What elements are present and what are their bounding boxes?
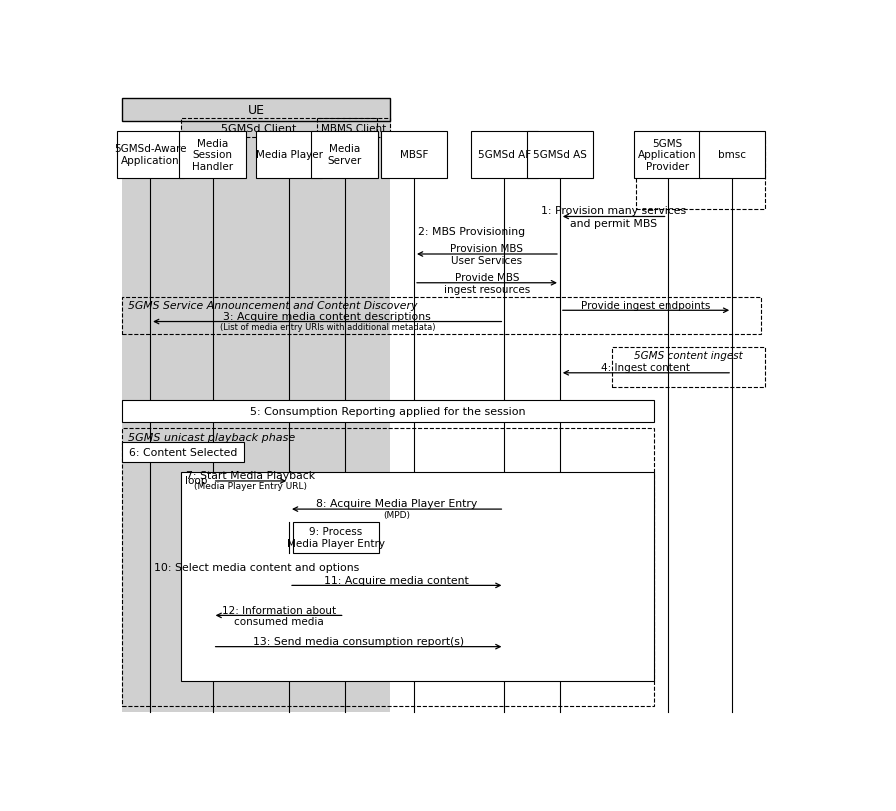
Text: and permit MBS: and permit MBS <box>570 218 658 229</box>
Text: MBSF: MBSF <box>400 150 428 160</box>
Text: 2: MBS Provisioning: 2: MBS Provisioning <box>418 227 525 237</box>
Bar <box>123 297 762 335</box>
Text: 5GMSd AS: 5GMSd AS <box>533 150 587 160</box>
Text: 12: Information about: 12: Information about <box>221 605 336 615</box>
Text: Media
Server: Media Server <box>328 144 362 166</box>
Text: 7: Start Media Playback: 7: Start Media Playback <box>186 470 315 481</box>
Text: 11: Acquire media content: 11: Acquire media content <box>324 575 470 585</box>
Bar <box>255 131 323 178</box>
Text: (Media Player Entry URL): (Media Player Entry URL) <box>194 482 307 491</box>
Text: 1: Provision many services: 1: Provision many services <box>541 206 686 216</box>
Text: 3: Acquire media content descriptions: 3: Acquire media content descriptions <box>223 311 431 321</box>
Text: 5: Consumption Reporting applied for the session: 5: Consumption Reporting applied for the… <box>250 406 526 416</box>
Text: Provision MBS: Provision MBS <box>451 243 523 253</box>
Bar <box>699 131 765 178</box>
Text: 5GMS content ingest: 5GMS content ingest <box>634 351 743 361</box>
Text: MBMS Client: MBMS Client <box>321 123 386 134</box>
Text: ingest resources: ingest resources <box>444 285 530 294</box>
Bar <box>311 131 378 178</box>
Text: 5GMSd Client: 5GMSd Client <box>220 123 297 134</box>
Text: 10: Select media content and options: 10: Select media content and options <box>154 563 359 573</box>
Bar <box>471 131 538 178</box>
Bar <box>612 347 765 388</box>
Bar <box>123 131 390 712</box>
Bar <box>123 99 390 122</box>
Bar <box>181 472 654 681</box>
Text: UE: UE <box>247 104 264 117</box>
Text: 13: Send media consumption report(s): 13: Send media consumption report(s) <box>253 637 464 646</box>
Bar <box>634 131 701 178</box>
Text: Provide ingest endpoints: Provide ingest endpoints <box>582 300 711 311</box>
Text: (MPD): (MPD) <box>383 510 410 519</box>
Text: loop: loop <box>185 475 207 485</box>
Text: 5GMSd-Aware
Application: 5GMSd-Aware Application <box>114 144 186 166</box>
Text: 5GMS
Application
Provider: 5GMS Application Provider <box>638 139 697 172</box>
Bar <box>317 119 390 138</box>
Text: 5GMS unicast playback phase: 5GMS unicast playback phase <box>128 432 295 442</box>
Text: 4: Ingest content: 4: Ingest content <box>601 363 691 373</box>
Bar <box>123 442 244 462</box>
Text: 6: Content Selected: 6: Content Selected <box>129 448 237 457</box>
Bar <box>527 131 593 178</box>
Bar <box>179 131 246 178</box>
Text: 5GMSd AF: 5GMSd AF <box>478 150 531 160</box>
Text: User Services: User Services <box>452 256 522 266</box>
Text: Provisioning: Provisioning <box>642 143 705 153</box>
Bar <box>123 428 654 706</box>
Text: Media Player: Media Player <box>255 150 323 160</box>
Text: 5GMS Service Announcement and Content Discovery: 5GMS Service Announcement and Content Di… <box>128 301 418 311</box>
Text: Media
Session
Handler: Media Session Handler <box>192 139 233 172</box>
Bar <box>116 131 184 178</box>
Bar <box>317 119 390 138</box>
Bar <box>381 131 447 178</box>
Text: consumed media: consumed media <box>234 616 323 626</box>
Text: (List of media entry URIs with additional metadata): (List of media entry URIs with additiona… <box>220 323 435 332</box>
Text: 8: Acquire Media Player Entry: 8: Acquire Media Player Entry <box>316 499 478 508</box>
Bar <box>181 119 377 138</box>
Text: Provide MBS: Provide MBS <box>455 272 519 282</box>
Text: bmsc: bmsc <box>718 150 746 160</box>
Bar <box>636 138 764 210</box>
Bar <box>292 522 379 553</box>
Bar <box>181 119 377 138</box>
Text: 9: Process
Media Player Entry: 9: Process Media Player Entry <box>287 527 385 548</box>
Bar <box>123 400 654 422</box>
